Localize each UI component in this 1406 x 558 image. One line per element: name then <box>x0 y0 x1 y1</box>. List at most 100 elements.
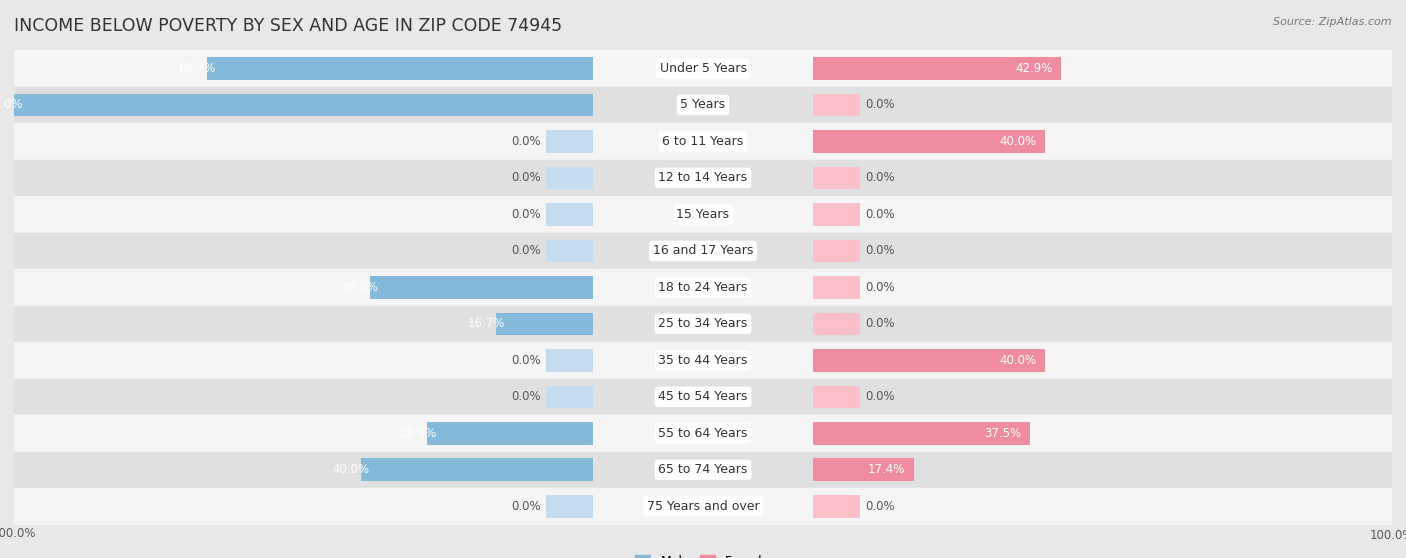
Bar <box>813 386 859 408</box>
Text: Source: ZipAtlas.com: Source: ZipAtlas.com <box>1274 17 1392 27</box>
Bar <box>547 459 593 481</box>
Bar <box>813 415 1392 451</box>
Text: 0.0%: 0.0% <box>510 391 541 403</box>
Bar <box>813 378 1392 415</box>
Text: 0.0%: 0.0% <box>510 208 541 221</box>
Text: 0.0%: 0.0% <box>510 244 541 257</box>
Bar <box>361 459 593 481</box>
Bar <box>14 196 593 233</box>
Bar <box>14 160 593 196</box>
Bar <box>547 495 593 518</box>
Bar <box>813 349 859 372</box>
Text: 28.6%: 28.6% <box>399 427 436 440</box>
Bar <box>813 422 859 445</box>
Bar <box>370 276 593 299</box>
Text: 65 to 74 Years: 65 to 74 Years <box>658 463 748 477</box>
Bar <box>547 276 593 299</box>
Text: 45 to 54 Years: 45 to 54 Years <box>658 391 748 403</box>
Bar <box>496 312 593 335</box>
Bar <box>14 306 593 342</box>
Bar <box>813 239 859 262</box>
Text: 0.0%: 0.0% <box>865 281 896 294</box>
Bar <box>14 86 593 123</box>
Bar <box>547 57 593 80</box>
Bar <box>593 342 813 378</box>
Text: 0.0%: 0.0% <box>865 244 896 257</box>
Bar <box>813 306 1392 342</box>
Bar <box>14 378 593 415</box>
Bar <box>427 422 593 445</box>
Text: INCOME BELOW POVERTY BY SEX AND AGE IN ZIP CODE 74945: INCOME BELOW POVERTY BY SEX AND AGE IN Z… <box>14 17 562 35</box>
Bar <box>593 269 813 306</box>
Text: 0.0%: 0.0% <box>865 391 896 403</box>
Text: 12 to 14 Years: 12 to 14 Years <box>658 171 748 184</box>
Bar <box>813 276 859 299</box>
Bar <box>14 269 593 306</box>
Bar <box>813 57 859 80</box>
Text: 16 and 17 Years: 16 and 17 Years <box>652 244 754 257</box>
Bar <box>813 167 859 189</box>
Bar <box>593 378 813 415</box>
Text: 40.0%: 40.0% <box>998 135 1036 148</box>
Bar <box>14 50 593 86</box>
Bar <box>547 94 593 116</box>
Text: 100.0%: 100.0% <box>0 98 22 112</box>
Text: 0.0%: 0.0% <box>510 171 541 184</box>
Bar <box>813 94 859 116</box>
Text: 55 to 64 Years: 55 to 64 Years <box>658 427 748 440</box>
Bar <box>813 123 1392 160</box>
Bar <box>14 488 593 525</box>
Bar <box>813 160 1392 196</box>
Bar <box>593 196 813 233</box>
Text: 0.0%: 0.0% <box>865 500 896 513</box>
Bar <box>813 269 1392 306</box>
Bar <box>14 415 593 451</box>
Bar <box>593 50 813 86</box>
Bar <box>14 94 593 116</box>
Bar <box>547 203 593 225</box>
Bar <box>547 130 593 153</box>
Text: 17.4%: 17.4% <box>868 463 905 477</box>
Text: 75 Years and over: 75 Years and over <box>647 500 759 513</box>
Text: 0.0%: 0.0% <box>865 98 896 112</box>
Text: 16.7%: 16.7% <box>467 318 505 330</box>
Text: 40.0%: 40.0% <box>333 463 370 477</box>
Bar <box>207 57 593 80</box>
Bar <box>547 386 593 408</box>
Bar <box>813 342 1392 378</box>
Bar <box>593 160 813 196</box>
Text: 0.0%: 0.0% <box>865 208 896 221</box>
Text: 66.7%: 66.7% <box>179 62 215 75</box>
Bar <box>813 203 859 225</box>
Bar <box>813 57 1062 80</box>
Bar <box>813 422 1031 445</box>
Text: 0.0%: 0.0% <box>510 354 541 367</box>
Bar <box>813 349 1045 372</box>
Text: 0.0%: 0.0% <box>865 318 896 330</box>
Bar <box>593 415 813 451</box>
Bar <box>813 459 914 481</box>
Bar <box>593 451 813 488</box>
Bar <box>813 451 1392 488</box>
Bar <box>813 312 859 335</box>
Text: 0.0%: 0.0% <box>510 135 541 148</box>
Bar <box>14 123 593 160</box>
Bar <box>813 459 859 481</box>
Text: 40.0%: 40.0% <box>998 354 1036 367</box>
Bar <box>547 167 593 189</box>
Bar <box>547 312 593 335</box>
Text: 15 Years: 15 Years <box>676 208 730 221</box>
Bar <box>813 130 1045 153</box>
Text: 25 to 34 Years: 25 to 34 Years <box>658 318 748 330</box>
Text: 18 to 24 Years: 18 to 24 Years <box>658 281 748 294</box>
Bar <box>14 233 593 269</box>
Text: 6 to 11 Years: 6 to 11 Years <box>662 135 744 148</box>
Bar <box>593 306 813 342</box>
Bar <box>547 422 593 445</box>
Bar <box>593 488 813 525</box>
Text: 5 Years: 5 Years <box>681 98 725 112</box>
Bar <box>813 130 859 153</box>
Bar <box>813 495 859 518</box>
Text: 37.5%: 37.5% <box>984 427 1022 440</box>
Bar <box>813 488 1392 525</box>
